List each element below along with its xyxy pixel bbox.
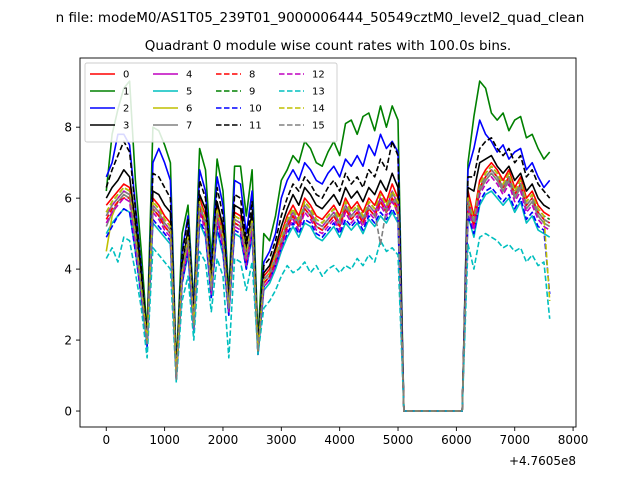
y-tick-label: 4 <box>64 263 72 277</box>
legend-label-4: 4 <box>186 70 192 81</box>
legend-label-9: 9 <box>249 87 255 98</box>
x-axis: 0 1000 2000 3000 4000 5000 6000 7000 8000 <box>102 427 588 447</box>
x-tick-label: 7000 <box>499 433 530 447</box>
legend-label-15: 15 <box>312 121 325 132</box>
chart-title: Quadrant 0 module wise count rates with … <box>145 38 511 54</box>
legend-label-0: 0 <box>123 70 129 81</box>
legend-label-10: 10 <box>249 104 262 115</box>
legend-frame <box>84 62 338 143</box>
legend-label-7: 7 <box>186 121 192 132</box>
x-tick-label: 3000 <box>266 433 297 447</box>
y-tick-label: 0 <box>64 405 72 419</box>
legend-label-3: 3 <box>123 121 129 132</box>
series-line-13 <box>105 232 551 412</box>
figure-suptitle: n file: modeM0/AS1T05_239T01_9000006444_… <box>56 10 585 26</box>
legend-label-6: 6 <box>186 104 192 115</box>
axes-frame <box>79 57 577 428</box>
x-tick-label: 0 <box>102 433 110 447</box>
series-line-12 <box>105 176 551 412</box>
x-tick-label: 6000 <box>441 433 472 447</box>
legend-label-2: 2 <box>123 104 129 115</box>
series-layer <box>105 80 551 412</box>
legend-label-1: 1 <box>123 87 129 98</box>
x-tick-label: 4000 <box>324 433 355 447</box>
legend-label-8: 8 <box>249 70 255 81</box>
x-tick-label: 2000 <box>208 433 239 447</box>
x-offset-label: +4.7605e8 <box>509 454 576 468</box>
x-tick-label: 8000 <box>558 433 589 447</box>
legend-label-11: 11 <box>249 121 262 132</box>
series-line-14 <box>105 165 551 412</box>
y-tick-label: 8 <box>64 121 72 135</box>
series-line-10 <box>105 186 551 412</box>
x-tick-label: 1000 <box>149 433 180 447</box>
legend-label-5: 5 <box>186 87 192 98</box>
legend-label-13: 13 <box>312 87 325 98</box>
legend-label-14: 14 <box>312 104 325 115</box>
y-tick-label: 2 <box>64 334 72 348</box>
y-tick-label: 6 <box>64 192 72 206</box>
series-line-15 <box>105 169 551 412</box>
x-tick-label: 5000 <box>383 433 414 447</box>
y-axis: 0 2 4 6 8 <box>64 121 80 419</box>
legend-label-12: 12 <box>312 70 325 81</box>
